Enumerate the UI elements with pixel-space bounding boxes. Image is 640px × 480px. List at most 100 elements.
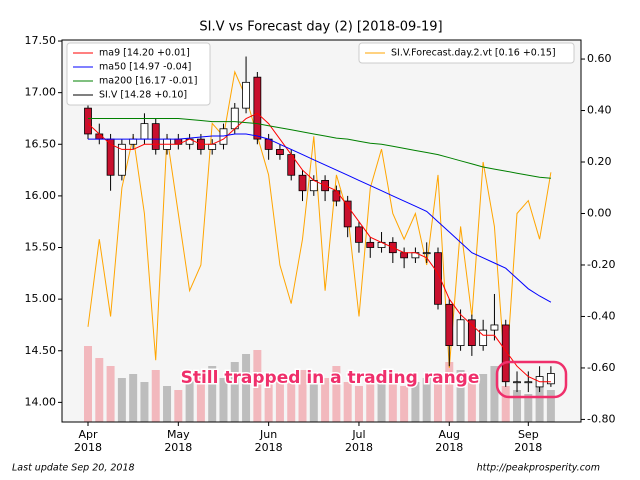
plot-frame: [61, 39, 582, 423]
volume-bar: [546, 390, 555, 422]
volume-bar: [219, 378, 228, 422]
chart-title: SI.V vs Forecast day (2) [2018-09-19]: [199, 20, 442, 35]
candle-body: [456, 319, 465, 346]
candle-body: [400, 252, 409, 259]
volume-bar: [84, 346, 92, 422]
volume-bar: [140, 382, 149, 422]
volume-bar: [411, 382, 420, 422]
y2-tick-label: -0.80: [587, 412, 615, 425]
volume-bar: [456, 370, 465, 422]
volume-bar: [354, 386, 363, 422]
footer-left: Last update Sep 20, 2018: [12, 463, 135, 474]
x-tick-label: May 2018: [164, 428, 192, 454]
candle-body: [445, 303, 454, 347]
candle-body: [501, 324, 510, 383]
y-tick-label: 14.50: [25, 344, 57, 357]
candle-body: [298, 174, 307, 192]
x-tick-label: Sep 2018: [514, 428, 542, 454]
series-line: [87, 70, 552, 381]
y-tick-label: 16.00: [25, 189, 57, 202]
candle-body: [467, 319, 476, 346]
legend-label: ma50 [14.97 -0.04]: [99, 62, 191, 73]
volume-bar: [129, 374, 138, 422]
candle-body: [230, 107, 239, 130]
volume-bar: [275, 378, 284, 422]
volume-bar: [95, 358, 104, 422]
volume-bar: [196, 374, 205, 422]
y-tick-label: 17.50: [25, 34, 57, 47]
candle-body: [242, 81, 250, 109]
x-tick-label: Jul 2018: [345, 428, 373, 454]
volume-bar: [151, 370, 160, 422]
volume-bar: [535, 386, 544, 422]
x-tick-label: Jun 2018: [255, 428, 283, 454]
series-line: [87, 112, 551, 383]
candle-body: [434, 252, 442, 305]
y-tick-label: 16.50: [25, 137, 57, 150]
volume-bar: [185, 378, 194, 422]
footer-right: http://peakprosperity.com: [477, 463, 600, 474]
legend-right-box: [358, 42, 575, 64]
x-tick-label: Apr 2018: [74, 428, 102, 454]
y2-tick-label: 0.00: [587, 206, 612, 219]
volume-bar: [433, 374, 442, 422]
volume-bar: [253, 350, 262, 422]
volume-bar: [467, 378, 476, 422]
y-tick-label: 15.50: [25, 241, 57, 254]
candle-body: [276, 149, 284, 155]
volume-bar: [501, 386, 510, 422]
volume-bar: [287, 382, 296, 422]
volume-bar: [400, 386, 409, 422]
y2-tick-label: -0.40: [587, 309, 615, 322]
volume-bar: [163, 386, 172, 422]
series-line: [88, 133, 552, 303]
volume-bar: [321, 378, 330, 422]
volume-bar: [332, 366, 341, 422]
candle-body: [546, 373, 555, 385]
x-tick-label: Aug 2018: [435, 428, 463, 454]
volume-bar: [422, 378, 431, 422]
candle-body: [140, 123, 149, 140]
volume-bar: [479, 374, 488, 422]
volume-bar: [366, 378, 375, 422]
annotation-box: [495, 360, 568, 399]
y2-tick-label: 0.20: [587, 155, 612, 168]
candle-body: [513, 381, 521, 384]
candle-body: [332, 190, 341, 202]
legend-right-label: SI.V.Forecast.day.2.vt [0.16 +0.15]: [391, 48, 556, 59]
candle-body: [343, 200, 352, 228]
volume-bar: [445, 362, 454, 422]
volume-bar: [513, 390, 522, 422]
candle-body: [151, 123, 160, 150]
candle-body: [253, 76, 262, 140]
candle-body: [355, 226, 363, 243]
candle-body: [129, 138, 138, 145]
candle-body: [479, 329, 488, 347]
volume-bar: [117, 378, 126, 422]
candle-body: [84, 107, 92, 135]
candle-body: [422, 252, 431, 255]
annotation: Still trapped in a trading range: [181, 368, 480, 388]
volume-bar: [490, 366, 499, 422]
candle-body: [117, 143, 126, 176]
volume-bar: [309, 374, 318, 422]
y-tick-label: 15.00: [25, 292, 57, 305]
volume-bar: [242, 354, 251, 422]
legend-label: ma200 [16.17 -0.01]: [99, 76, 197, 87]
volume-bar: [208, 366, 217, 422]
y2-tick-label: -0.20: [587, 258, 615, 271]
legend-label: SI.V [14.28 +0.10]: [99, 90, 187, 101]
candle-body: [490, 324, 499, 331]
volume-bar: [174, 390, 183, 422]
volume-bar: [106, 366, 115, 422]
volume-bar: [524, 394, 533, 422]
candle-body: [524, 381, 533, 384]
volume-bar: [377, 382, 386, 422]
volume-bar: [343, 382, 352, 422]
volume-bar: [298, 370, 307, 422]
y2-tick-label: 0.60: [587, 52, 612, 65]
volume-bar: [230, 362, 239, 422]
y-tick-label: 14.00: [25, 395, 57, 408]
